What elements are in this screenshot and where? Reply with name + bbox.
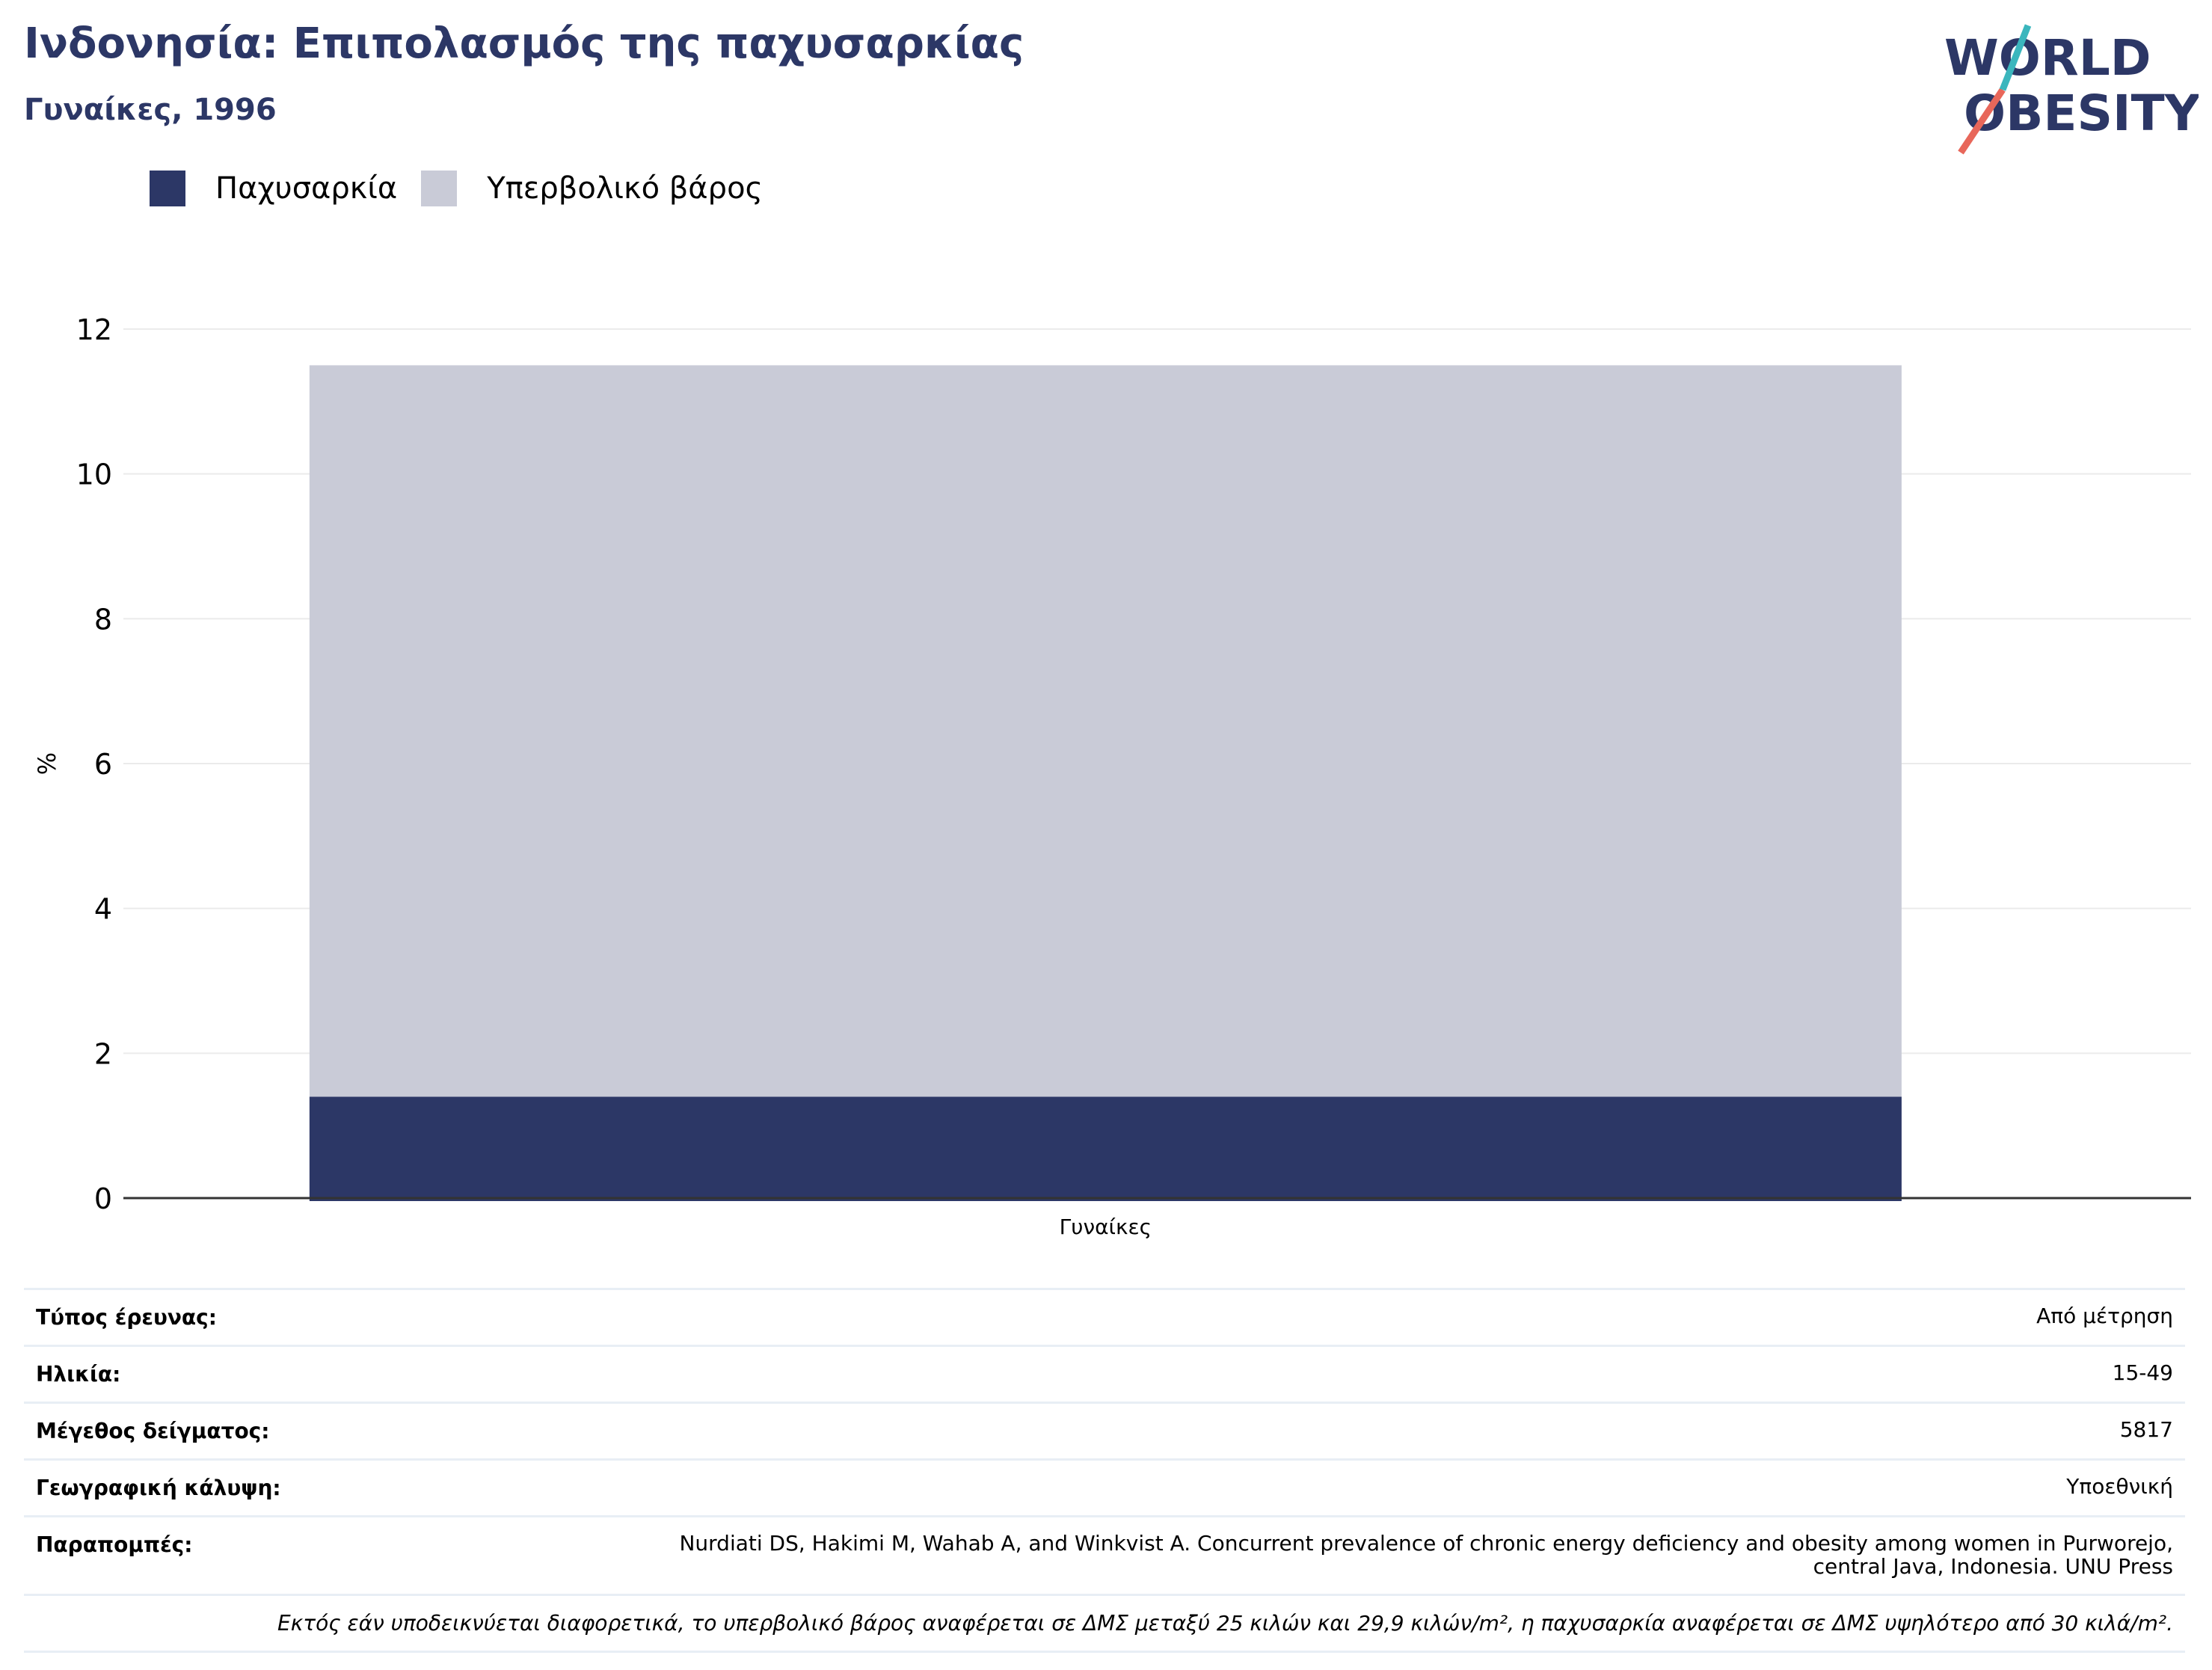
info-key: Μέγεθος δείγματος:	[36, 1419, 270, 1443]
info-value: 5817	[2119, 1417, 2173, 1442]
info-value: 15-49	[2112, 1360, 2173, 1385]
bar-segment-overweight	[309, 365, 1902, 1097]
stacked-bar-chart: 0 2 4 6 8 10 12% Γυναίκες	[33, 313, 2191, 1239]
survey-info-table: Τύπος έρευνας: Από μέτρηση Ηλικία: 15-49…	[24, 1288, 2185, 1653]
legend-label-obesity: Παχυσαρκία	[215, 171, 398, 206]
page-title: Ινδονησία: Επιπολασμός της παχυσαρκίας	[24, 19, 1024, 68]
logo-word-world: WORLD	[1944, 29, 2151, 87]
legend-item-overweight: Υπερβολικό βάρος	[421, 171, 763, 206]
legend-item-obesity: Παχυσαρκία	[150, 171, 397, 206]
info-row-survey-type: Τύπος έρευνας: Από μέτρηση	[24, 1288, 2185, 1345]
y-tick-label: 12	[76, 313, 112, 346]
info-key: Ηλικία:	[36, 1362, 121, 1387]
info-key: Τύπος έρευνας:	[36, 1305, 217, 1330]
info-row-references: Παραπομπές: Nurdiati DS, Hakimi M, Wahab…	[24, 1515, 2185, 1594]
y-tick-label: 8	[94, 603, 112, 636]
y-axis-label: %	[33, 752, 61, 775]
bar-segment-obesity	[309, 1096, 1902, 1201]
logo-slash-red	[1958, 88, 2006, 155]
y-tick-label: 4	[94, 893, 112, 926]
info-value: Nurdiati DS, Hakimi M, Wahab A, and Wink…	[679, 1531, 2173, 1579]
info-key: Παραπομπές:	[36, 1532, 193, 1557]
info-row-coverage: Γεωγραφική κάλυψη: Υποεθνική	[24, 1458, 2185, 1515]
info-value: Υποεθνική	[2066, 1474, 2173, 1499]
legend-swatch-obesity	[150, 171, 185, 206]
y-tick-label: 0	[94, 1182, 112, 1215]
legend-label-overweight: Υπερβολικό βάρος	[487, 171, 764, 206]
y-tick-label: 10	[76, 458, 112, 491]
footnote: Εκτός εάν υποδεικνύεται διαφορετικά, το …	[24, 1593, 2185, 1653]
y-tick-label: 6	[94, 748, 112, 781]
info-row-age: Ηλικία: 15-49	[24, 1345, 2185, 1402]
logo-slash-teal	[1999, 24, 2032, 91]
info-key: Γεωγραφική κάλυψη:	[36, 1476, 281, 1500]
chart-legend: Παχυσαρκία Υπερβολικό βάρος	[150, 171, 787, 206]
legend-swatch-overweight	[421, 171, 458, 206]
x-tick-label: Γυναίκες	[1060, 1215, 1152, 1239]
info-row-sample-size: Μέγεθος δείγματος: 5817	[24, 1402, 2185, 1458]
world-obesity-logo: WORLD OBESITY	[1944, 24, 2199, 155]
page-subtitle: Γυναίκες, 1996	[24, 93, 277, 127]
info-value: Από μέτρηση	[2036, 1304, 2173, 1328]
y-tick-label: 2	[94, 1037, 112, 1070]
